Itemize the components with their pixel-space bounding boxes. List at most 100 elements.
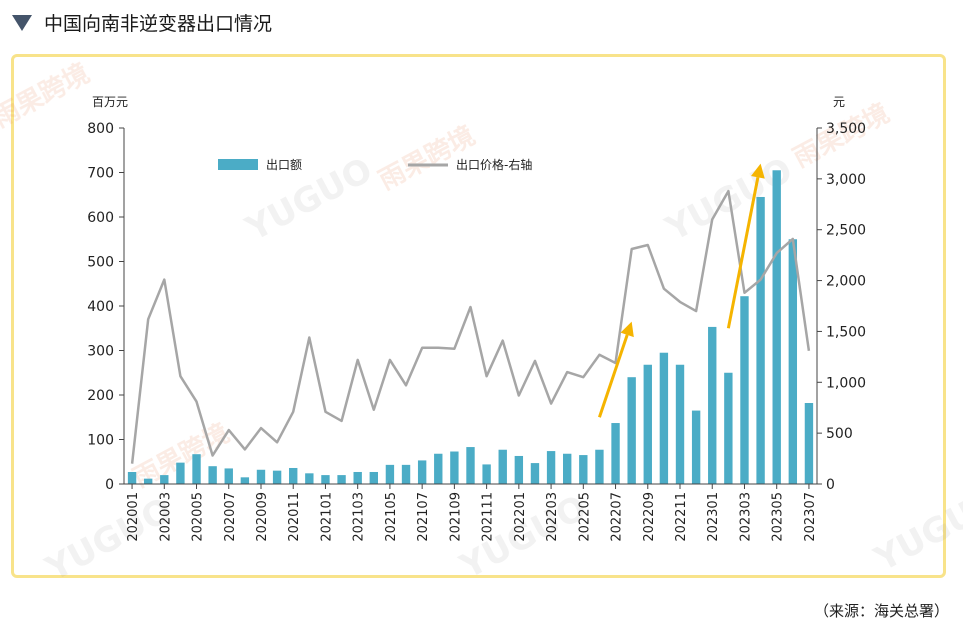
trend-arrows xyxy=(598,163,765,418)
bar-202004 xyxy=(176,462,185,484)
bar-202005 xyxy=(192,454,201,484)
x-tick-label: 202301 xyxy=(706,492,721,542)
bar-202202 xyxy=(530,463,540,484)
watermark-latin-5: YUGUO xyxy=(867,480,963,580)
bar-202301 xyxy=(708,326,717,484)
x-tick-label: 202111 xyxy=(481,492,496,542)
bar-202205 xyxy=(579,455,588,484)
line-series xyxy=(130,189,811,464)
x-tick-label: 202003 xyxy=(158,492,173,542)
bar-202306 xyxy=(788,239,798,484)
bar-202003 xyxy=(160,475,169,484)
bar-202206 xyxy=(595,449,604,484)
watermark-latin-1: YUGUO xyxy=(239,150,379,250)
bar-202303 xyxy=(740,296,749,484)
x-tick-label: 202103 xyxy=(352,492,367,542)
right-tick-label: 2,000 xyxy=(826,274,866,290)
left-tick-label: 300 xyxy=(87,344,114,360)
bar-202012 xyxy=(305,473,314,484)
left-tick-label: 400 xyxy=(87,299,114,315)
bar-202208 xyxy=(627,377,636,484)
x-tick-label: 202203 xyxy=(545,492,560,542)
bar-202102 xyxy=(337,475,346,484)
bar-202209 xyxy=(643,364,652,484)
x-tick-label: 202107 xyxy=(416,492,431,542)
page-header: 中国向南非逆变器出口情况 xyxy=(12,8,272,36)
export-chart: 雨果跨境 YUGUO 雨果跨境 YUGUO 雨果跨境 YUGUO 雨果跨境 YU… xyxy=(0,58,963,590)
x-tick-label: 202303 xyxy=(738,492,753,542)
bar-202101 xyxy=(321,475,330,484)
x-axis-ticks: 202001 202003 202005 202007 202009 202011 2021… xyxy=(126,484,818,542)
trend-arrow-head-1 xyxy=(620,321,634,338)
right-axis-ticks: 0 500 1,000 1,500 2,000 2,500 3,000 3,500 xyxy=(817,121,866,493)
x-tick-label: 202007 xyxy=(223,492,238,542)
left-tick-label: 0 xyxy=(105,477,114,493)
x-tick-label: 202207 xyxy=(610,492,625,542)
legend-swatch-bar xyxy=(218,159,258,170)
watermark-cn-1: 雨果跨境 xyxy=(0,58,95,134)
x-tick-label: 202209 xyxy=(642,492,657,542)
bar-202304 xyxy=(756,196,765,484)
bar-202009 xyxy=(256,469,266,484)
bar-202108 xyxy=(434,453,443,484)
bar-202203 xyxy=(546,451,556,484)
bar-202207 xyxy=(611,423,620,484)
x-tick-label: 202011 xyxy=(287,492,302,542)
chart-frame xyxy=(11,54,946,578)
legend-label-line: 出口价格-右轴 xyxy=(456,157,532,172)
right-tick-label: 3,000 xyxy=(826,172,866,188)
bar-202104 xyxy=(369,471,378,484)
right-tick-label: 0 xyxy=(826,477,835,493)
bar-202111 xyxy=(482,464,491,484)
x-tick-label: 202305 xyxy=(771,492,786,542)
bar-202112 xyxy=(498,449,507,484)
bar-series xyxy=(127,170,814,484)
trend-arrow-shaft-2 xyxy=(726,177,760,329)
price-line xyxy=(130,189,811,464)
trend-arrow-shaft-1 xyxy=(598,334,629,418)
bar-202106 xyxy=(401,464,411,484)
right-axis-unit: 元 xyxy=(833,95,845,109)
triangle-marker-icon xyxy=(12,15,32,31)
x-tick-label: 202211 xyxy=(674,492,689,542)
bar-202001 xyxy=(127,471,137,484)
left-axis-ticks: 0 100 200 300 400 500 600 700 800 xyxy=(87,121,124,493)
bar-202010 xyxy=(272,470,282,484)
x-tick-label: 202205 xyxy=(577,492,592,542)
bar-202211 xyxy=(675,364,685,484)
bar-202201 xyxy=(514,455,524,484)
left-tick-label: 500 xyxy=(87,255,114,271)
bar-202307 xyxy=(804,403,814,484)
bar-202204 xyxy=(563,453,572,484)
bar-202103 xyxy=(353,471,362,484)
left-tick-label: 100 xyxy=(87,433,114,449)
left-axis-unit: 百万元 xyxy=(92,95,128,109)
source-note: （来源：海关总署） xyxy=(813,602,949,620)
bar-202305 xyxy=(772,170,781,484)
bar-202002 xyxy=(143,478,153,484)
legend-label-bar: 出口额 xyxy=(266,158,302,172)
bar-202109 xyxy=(450,451,459,484)
bar-202011 xyxy=(289,467,298,484)
right-tick-label: 2,500 xyxy=(826,223,866,239)
left-tick-label: 200 xyxy=(87,388,114,404)
right-tick-label: 500 xyxy=(826,426,853,442)
x-tick-label: 202307 xyxy=(803,492,818,542)
right-tick-label: 1,500 xyxy=(826,324,866,340)
bar-202110 xyxy=(466,447,475,484)
x-tick-label: 202001 xyxy=(126,492,141,542)
page-title: 中国向南非逆变器出口情况 xyxy=(44,12,273,35)
bar-202107 xyxy=(417,460,427,484)
right-tick-label: 1,000 xyxy=(826,375,866,391)
x-tick-label: 202201 xyxy=(513,492,528,542)
legend: 出口额 出口价格-右轴 xyxy=(218,157,532,172)
x-tick-label: 202109 xyxy=(448,492,463,542)
x-tick-label: 202009 xyxy=(255,492,270,542)
bar-202105 xyxy=(385,464,395,484)
bar-202212 xyxy=(691,410,701,484)
bar-202006 xyxy=(208,466,217,484)
bar-202008 xyxy=(240,477,250,484)
left-tick-label: 600 xyxy=(87,210,114,226)
left-tick-label: 700 xyxy=(87,166,114,182)
x-tick-label: 202101 xyxy=(319,492,334,542)
